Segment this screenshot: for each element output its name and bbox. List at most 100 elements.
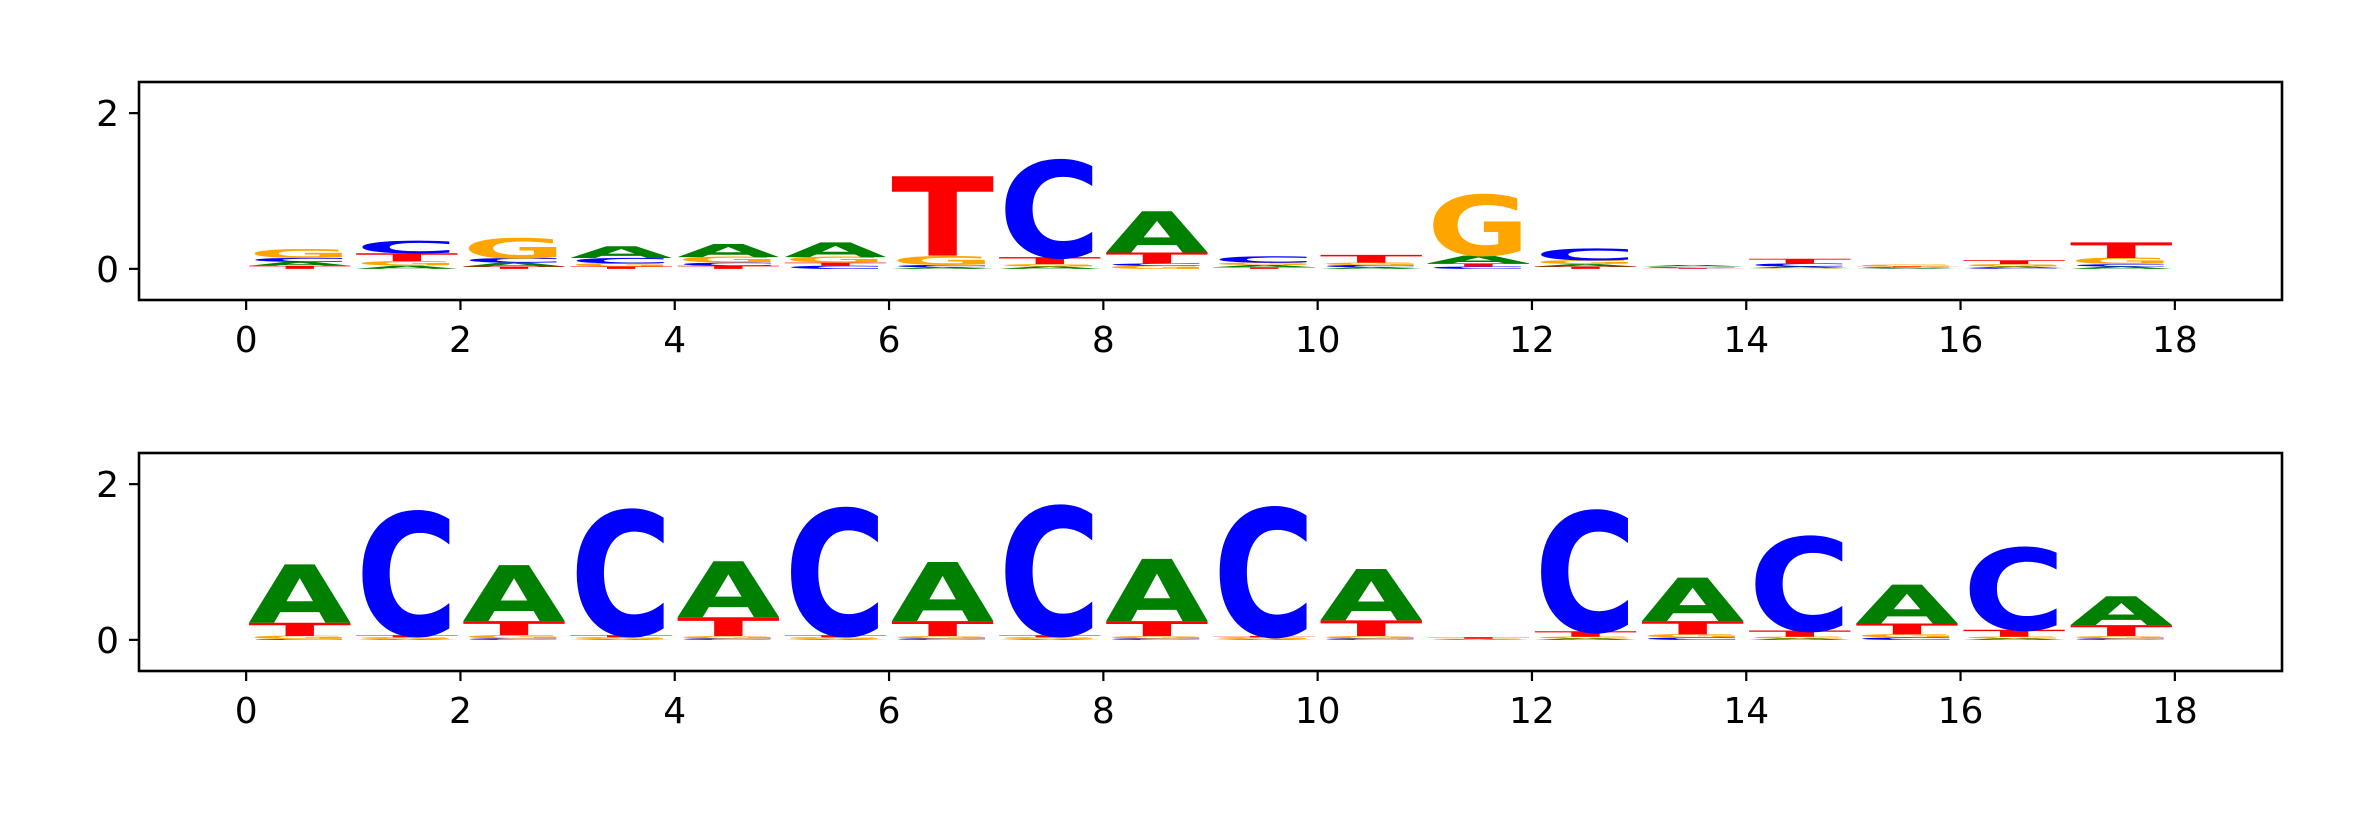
logo-letter-T: T	[1320, 616, 1423, 641]
logo-letter-T: T	[1213, 636, 1316, 638]
logo-letter-G: G	[1213, 637, 1316, 639]
logo-letter-T: T	[1105, 617, 1208, 641]
logo-letter-T: T	[248, 619, 351, 640]
logo-letter-A: A	[784, 239, 887, 262]
logo-letter-T: T	[2070, 238, 2173, 263]
logo-letter-G: G	[784, 637, 887, 639]
y-tick-label: 0	[96, 250, 119, 291]
x-tick-label: 10	[1295, 691, 1341, 732]
logo-letter-A: A	[998, 639, 1101, 640]
axes-frame	[137, 80, 2284, 302]
logo-letter-C: C	[1748, 263, 1851, 268]
logo-letter-G: G	[1641, 266, 1744, 267]
logo-letter-A: A	[1320, 267, 1423, 269]
logo-letter-G: G	[891, 253, 994, 268]
x-tick-label: 6	[878, 691, 901, 732]
logo-letter-A: A	[891, 267, 994, 269]
logo-letter-G: G	[1856, 634, 1959, 639]
logo-letter-A: A	[355, 265, 458, 270]
logo-letter-C: C	[891, 638, 994, 640]
x-tick-label: 10	[1295, 320, 1341, 361]
x-tick-label: 16	[1938, 691, 1984, 732]
logo-letter-T: T	[463, 617, 566, 639]
logo-letter-C: C	[1320, 638, 1423, 640]
logo-letter-G: G	[570, 637, 673, 639]
logo-letter-G: G	[1963, 264, 2066, 268]
logo-letter-C: C	[463, 638, 566, 640]
logo-letter-C: C	[463, 257, 566, 264]
logo-letter-C: C	[998, 135, 1101, 289]
logo-letter-T: T	[891, 155, 994, 282]
logo-letter-T: T	[1320, 253, 1423, 265]
logo-letter-A: A	[1641, 566, 1744, 636]
logo-letter-A: A	[677, 546, 780, 636]
x-tick-label: 18	[2152, 691, 2198, 732]
y-tick-label: 2	[96, 94, 119, 135]
logo-letter-G: G	[677, 635, 780, 639]
logo-letter-C: C	[355, 237, 458, 257]
logo-letter-A: A	[1213, 264, 1316, 268]
logo-letter-C: C	[570, 477, 673, 676]
logo-letter-A: A	[1856, 574, 1959, 636]
logo-letter-G: G	[1748, 268, 1851, 269]
logo-letter-C: C	[1856, 267, 1959, 268]
logo-letter-T: T	[998, 255, 1101, 266]
logo-letter-T: T	[1963, 628, 2066, 639]
logo-letter-A: A	[1641, 265, 1744, 267]
logo-letter-T: T	[463, 266, 566, 270]
logo-letter-G: G	[248, 246, 351, 261]
logo-letter-A: A	[463, 262, 566, 268]
logo-letter-T: T	[1427, 263, 1530, 268]
x-tick-label: 14	[1723, 320, 1769, 361]
logo-letter-T: T	[355, 251, 458, 263]
logo-letter-A: A	[1748, 266, 1851, 268]
logo-letter-T: T	[1641, 268, 1744, 269]
logo-letter-A: A	[2070, 589, 2173, 635]
x-tick-label: 0	[235, 691, 258, 732]
logo-letter-G: G	[1427, 179, 1530, 276]
logo-letter-C: C	[784, 265, 887, 270]
x-tick-label: 12	[1509, 691, 1555, 732]
logo-letter-T: T	[677, 612, 780, 642]
logo-letter-C: C	[248, 639, 351, 640]
logo-letter-C: C	[1105, 263, 1208, 267]
logo-letter-G: G	[1427, 639, 1530, 640]
logo-letter-C: C	[1427, 639, 1530, 640]
logo-letter-A: A	[1105, 200, 1208, 266]
logo-letter-A: A	[1105, 542, 1208, 641]
logo-letter-G: G	[1320, 262, 1423, 266]
logo-letter-T: T	[784, 635, 887, 639]
logo-letter-A: A	[1213, 639, 1316, 640]
logo-letter-T: T	[1748, 629, 1851, 639]
logo-letter-G: G	[1748, 636, 1851, 638]
logo-letter-T: T	[891, 617, 994, 641]
logo-letter-G: G	[1105, 265, 1208, 270]
x-tick-label: 2	[449, 691, 472, 732]
logo-letter-A: A	[1856, 268, 1959, 269]
axes-frame	[137, 451, 2284, 673]
logo-letter-C: C	[1856, 637, 1959, 641]
logo-letter-C: C	[1213, 475, 1316, 678]
logo-letter-G: G	[1641, 634, 1744, 639]
logo-letter-G: G	[570, 263, 673, 268]
logo-letter-C: C	[570, 257, 673, 266]
logo-letter-G: G	[677, 256, 780, 265]
logo-letter-C: C	[1748, 511, 1851, 661]
logo-letter-A: A	[1320, 555, 1423, 637]
logo-letter-T: T	[355, 635, 458, 639]
logo-letter-C: C	[1534, 245, 1637, 264]
logo-letter-A: A	[1963, 266, 2066, 268]
logo-letter-A: A	[570, 639, 673, 640]
logo-letter-A: A	[570, 243, 673, 262]
logo-letter-A: A	[1963, 638, 2066, 640]
logo-letter-C: C	[355, 479, 458, 676]
logo-letter-T: T	[1427, 637, 1530, 639]
logo-letter-C: C	[891, 264, 994, 268]
logo-letter-T: T	[248, 265, 351, 270]
logo-letter-G: G	[248, 635, 351, 640]
